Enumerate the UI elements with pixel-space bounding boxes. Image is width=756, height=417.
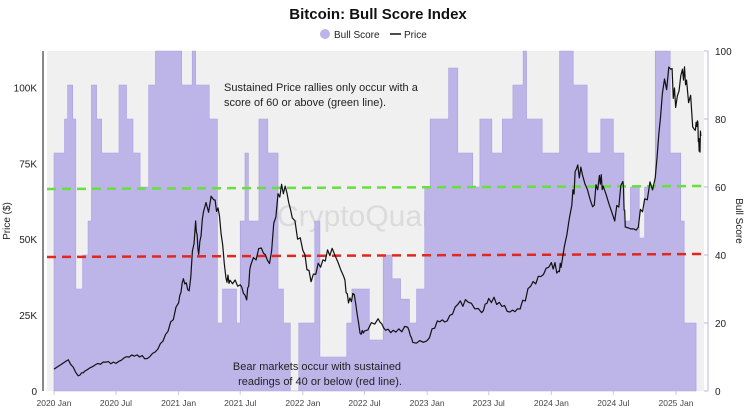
bull-score-segment (91, 85, 96, 391)
y-left-tick-label: 50K (19, 235, 37, 246)
legend-bull-score-label[interactable]: Bull Score (334, 30, 380, 41)
y-left-tick-label: 100K (14, 83, 38, 94)
x-tick-label: 2024 Jan (534, 398, 569, 408)
bull-score-segment (645, 187, 656, 391)
x-tick-label: 2024 Jul (597, 398, 629, 408)
y-left-tick-label: 0 (31, 387, 37, 398)
bull-score-segment (88, 221, 91, 391)
bull-score-segment (492, 153, 503, 391)
bull-score-segment (425, 187, 430, 391)
x-tick-label: 2022 Jul (348, 398, 380, 408)
annotation-bull-line-2: score of 60 or above (green line). (224, 97, 386, 109)
bull-score-segment (587, 153, 601, 391)
y-right-axis-title: Bull Score (733, 198, 744, 244)
y-right-tick-label: 80 (715, 115, 727, 126)
bull-score-segment (392, 279, 401, 391)
bull-score-segment (149, 85, 156, 391)
bull-score-segment (65, 119, 68, 391)
bull-score-segment (127, 119, 133, 391)
bull-score-segment (449, 68, 458, 391)
bull-score-segment (560, 51, 574, 391)
y-right-tick-label: 0 (715, 387, 721, 398)
y-right-tick-label: 100 (715, 47, 732, 58)
bull-score-segment (68, 85, 73, 391)
bull-score-segment (182, 85, 193, 391)
bull-score-segment (417, 289, 425, 391)
bull-score-segment (639, 238, 644, 391)
legend-bull-score-swatch (320, 29, 330, 39)
bull-score-segment (684, 323, 696, 391)
bull-score-segment (630, 187, 639, 391)
y-left-tick-label: 25K (19, 311, 37, 322)
y-right-tick-label: 60 (715, 183, 727, 194)
x-tick-label: 2020 Jul (100, 398, 132, 408)
x-tick-label: 2022 Jan (285, 398, 320, 408)
bull-score-segment (223, 289, 237, 391)
y-right-tick-label: 40 (715, 251, 727, 262)
bull-score-segment (655, 51, 670, 391)
bull-score-segment (97, 119, 102, 391)
x-tick-label: 2021 Jul (224, 398, 256, 408)
x-tick-label: 2023 Jan (410, 398, 445, 408)
x-tick-label: 2021 Jan (161, 398, 196, 408)
x-tick-label: 2023 Jul (473, 398, 505, 408)
bull-score-segment (458, 153, 473, 391)
y-right-tick-label: 20 (715, 319, 727, 330)
x-tick-label: 2020 Jan (37, 398, 72, 408)
bull-score-segment (523, 51, 526, 391)
bull-score-segment (409, 323, 416, 391)
bull-score-segment (217, 323, 222, 391)
annotation-bear-line-1: Bear markets occur with sustained (233, 361, 401, 373)
y-left-axis-title: Price ($) (2, 202, 13, 240)
bull-score-segment (119, 85, 126, 391)
annotation-bear-line-2: readings of 40 or below (red line). (238, 376, 402, 388)
bull-score-segment (573, 85, 587, 391)
bull-score-segment (140, 187, 149, 391)
bull-score-segment (73, 119, 76, 391)
watermark: CryptoQuant (277, 200, 448, 233)
bull-score-segment (681, 221, 684, 391)
bull-score-segment (624, 221, 630, 391)
y-left-tick-label: 75K (19, 159, 37, 170)
bull-score-segment (513, 85, 523, 391)
legend: Bull Score Price (320, 29, 427, 41)
x-tick-label: 2025 Jan (659, 398, 694, 408)
chart-title: Bitcoin: Bull Score Index (289, 6, 467, 23)
bull-score-segment (670, 153, 681, 391)
legend-price-label[interactable]: Price (404, 30, 427, 41)
bull-score-segment (473, 187, 480, 391)
bull-score-segment (613, 153, 624, 391)
annotation-bull-line-1: Sustained Price rallies only occur with … (224, 82, 419, 94)
bull-score-segment (155, 51, 181, 391)
